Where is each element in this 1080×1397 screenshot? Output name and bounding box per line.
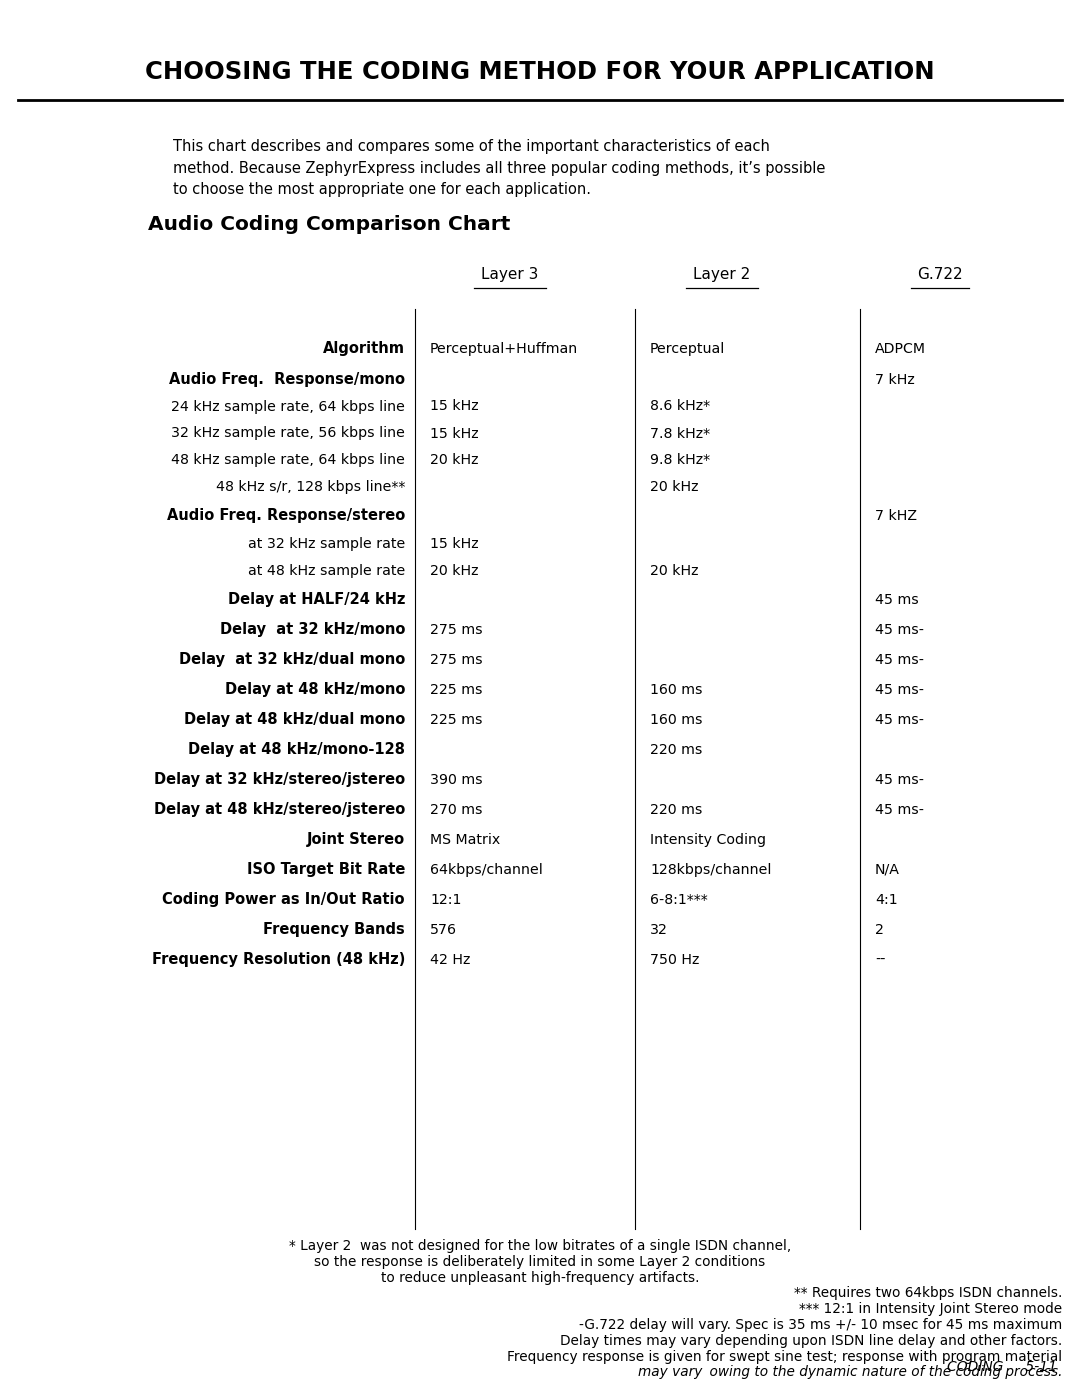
Text: Delay  at 32 kHz/dual mono: Delay at 32 kHz/dual mono (179, 652, 405, 668)
Text: Delay at 48 kHz/dual mono: Delay at 48 kHz/dual mono (184, 712, 405, 728)
Text: N/A: N/A (875, 863, 900, 877)
Text: 225 ms: 225 ms (430, 712, 483, 726)
Text: 45 ms-: 45 ms- (875, 623, 924, 637)
Text: 20 kHz: 20 kHz (430, 454, 478, 468)
Text: 270 ms: 270 ms (430, 803, 483, 817)
Text: Delay at 32 kHz/stereo/jstereo: Delay at 32 kHz/stereo/jstereo (153, 773, 405, 788)
Text: Perceptual: Perceptual (650, 342, 726, 356)
Text: 225 ms: 225 ms (430, 683, 483, 697)
Text: 20 kHz: 20 kHz (430, 564, 478, 578)
Text: CODING     5-11: CODING 5-11 (947, 1361, 1057, 1375)
Text: Audio Coding Comparison Chart: Audio Coding Comparison Chart (148, 215, 511, 233)
Text: 7 kHz: 7 kHz (875, 373, 915, 387)
Text: Delay at HALF/24 kHz: Delay at HALF/24 kHz (228, 592, 405, 608)
Text: 390 ms: 390 ms (430, 773, 483, 787)
Text: This chart describes and compares some of the important characteristics of each
: This chart describes and compares some o… (173, 138, 825, 197)
Text: Algorithm: Algorithm (323, 341, 405, 356)
Text: 48 kHz s/r, 128 kbps line**: 48 kHz s/r, 128 kbps line** (216, 481, 405, 495)
Text: 45 ms-: 45 ms- (875, 652, 924, 666)
Text: * Layer 2  was not designed for the low bitrates of a single ISDN channel,: * Layer 2 was not designed for the low b… (288, 1239, 792, 1253)
Text: 160 ms: 160 ms (650, 712, 702, 726)
Text: 9.8 kHz*: 9.8 kHz* (650, 454, 711, 468)
Text: Frequency response is given for swept sine test; response with program material: Frequency response is given for swept si… (507, 1350, 1062, 1363)
Text: Delay at 48 kHz/stereo/jstereo: Delay at 48 kHz/stereo/jstereo (153, 802, 405, 817)
Text: MS Matrix: MS Matrix (430, 833, 500, 847)
Text: 220 ms: 220 ms (650, 743, 702, 757)
Text: Layer 3: Layer 3 (482, 267, 539, 282)
Text: 45 ms-: 45 ms- (875, 712, 924, 726)
Text: may vary  owing to the dynamic nature of the coding process.: may vary owing to the dynamic nature of … (637, 1365, 1062, 1379)
Text: Layer 2: Layer 2 (693, 267, 751, 282)
Text: Joint Stereo: Joint Stereo (307, 833, 405, 848)
Text: *** 12:1 in Intensity Joint Stereo mode: *** 12:1 in Intensity Joint Stereo mode (799, 1302, 1062, 1316)
Text: 2: 2 (875, 923, 883, 937)
Text: at 48 kHz sample rate: at 48 kHz sample rate (247, 564, 405, 578)
Text: 32 kHz sample rate, 56 kbps line: 32 kHz sample rate, 56 kbps line (171, 426, 405, 440)
Text: Audio Freq.  Response/mono: Audio Freq. Response/mono (168, 372, 405, 387)
Text: G.722: G.722 (917, 267, 962, 282)
Text: 4:1: 4:1 (875, 893, 897, 907)
Text: 8.6 kHz*: 8.6 kHz* (650, 400, 711, 414)
Text: Delay at 48 kHz/mono-128: Delay at 48 kHz/mono-128 (188, 742, 405, 757)
Text: Audio Freq. Response/stereo: Audio Freq. Response/stereo (166, 509, 405, 524)
Text: 45 ms-: 45 ms- (875, 773, 924, 787)
Text: Frequency Resolution (48 kHz): Frequency Resolution (48 kHz) (151, 953, 405, 968)
Text: ** Requires two 64kbps ISDN channels.: ** Requires two 64kbps ISDN channels. (794, 1287, 1062, 1301)
Text: Delay times may vary depending upon ISDN line delay and other factors.: Delay times may vary depending upon ISDN… (559, 1334, 1062, 1348)
Text: 275 ms: 275 ms (430, 623, 483, 637)
Text: Delay at 48 kHz/mono: Delay at 48 kHz/mono (225, 683, 405, 697)
Text: Perceptual+Huffman: Perceptual+Huffman (430, 342, 578, 356)
Text: Intensity Coding: Intensity Coding (650, 833, 766, 847)
Text: 275 ms: 275 ms (430, 652, 483, 666)
Text: Delay  at 32 kHz/mono: Delay at 32 kHz/mono (219, 623, 405, 637)
Text: 20 kHz: 20 kHz (650, 481, 699, 495)
Text: 45 ms-: 45 ms- (875, 683, 924, 697)
Text: 24 kHz sample rate, 64 kbps line: 24 kHz sample rate, 64 kbps line (171, 400, 405, 414)
Text: --: -- (875, 953, 886, 967)
Text: ISO Target Bit Rate: ISO Target Bit Rate (246, 862, 405, 877)
Text: 750 Hz: 750 Hz (650, 953, 700, 967)
Text: at 32 kHz sample rate: at 32 kHz sample rate (247, 538, 405, 552)
Text: 20 kHz: 20 kHz (650, 564, 699, 578)
Text: 576: 576 (430, 923, 457, 937)
Text: 220 ms: 220 ms (650, 803, 702, 817)
Text: 48 kHz sample rate, 64 kbps line: 48 kHz sample rate, 64 kbps line (171, 454, 405, 468)
Text: -G.722 delay will vary. Spec is 35 ms +/- 10 msec for 45 ms maximum: -G.722 delay will vary. Spec is 35 ms +/… (579, 1317, 1062, 1331)
Text: 128kbps/channel: 128kbps/channel (650, 863, 771, 877)
Text: 32: 32 (650, 923, 667, 937)
Text: 45 ms: 45 ms (875, 592, 919, 608)
Text: so the response is deliberately limited in some Layer 2 conditions: so the response is deliberately limited … (314, 1255, 766, 1268)
Text: 45 ms-: 45 ms- (875, 803, 924, 817)
Text: 7.8 kHz*: 7.8 kHz* (650, 426, 711, 440)
Text: Frequency Bands: Frequency Bands (264, 922, 405, 937)
Text: 15 kHz: 15 kHz (430, 400, 478, 414)
Text: 7 kHZ: 7 kHZ (875, 509, 917, 522)
Text: Coding Power as In/Out Ratio: Coding Power as In/Out Ratio (162, 893, 405, 908)
Text: 6-8:1***: 6-8:1*** (650, 893, 707, 907)
Text: CHOOSING THE CODING METHOD FOR YOUR APPLICATION: CHOOSING THE CODING METHOD FOR YOUR APPL… (145, 60, 935, 84)
Text: 12:1: 12:1 (430, 893, 461, 907)
Text: 42 Hz: 42 Hz (430, 953, 471, 967)
Text: 64kbps/channel: 64kbps/channel (430, 863, 543, 877)
Text: 15 kHz: 15 kHz (430, 426, 478, 440)
Text: 15 kHz: 15 kHz (430, 538, 478, 552)
Text: 160 ms: 160 ms (650, 683, 702, 697)
Text: to reduce unpleasant high-frequency artifacts.: to reduce unpleasant high-frequency arti… (381, 1271, 699, 1285)
Text: ADPCM: ADPCM (875, 342, 926, 356)
